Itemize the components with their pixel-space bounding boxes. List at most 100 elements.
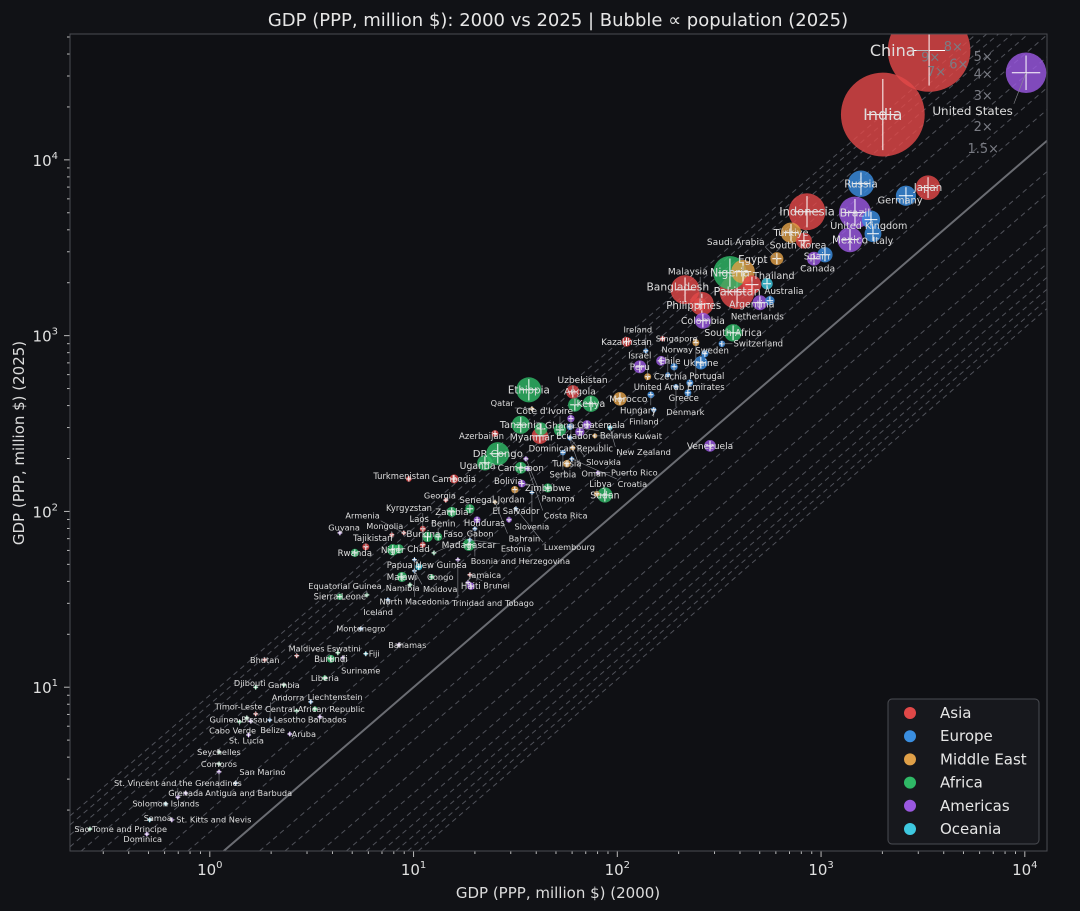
country-point	[486, 442, 510, 466]
country-label: Ireland	[623, 324, 652, 334]
country-label: Bahamas	[388, 640, 426, 650]
country-label: Luxembourg	[544, 542, 595, 552]
country-point	[363, 651, 369, 657]
country-label: Antigua and Barbuda	[205, 788, 292, 798]
bubbles	[87, 34, 1047, 837]
country-label: Niger	[381, 546, 405, 556]
country-label: Singapore	[656, 334, 698, 344]
country-label: Armenia	[345, 511, 379, 521]
country-point	[582, 420, 592, 430]
country-point	[861, 210, 881, 229]
country-label: Rwanda	[338, 549, 372, 559]
country-label: Turkmenistan	[372, 471, 429, 481]
country-label: Cambodia	[432, 475, 476, 485]
country-label: Chad	[407, 545, 430, 555]
country-point	[422, 531, 433, 543]
x-tick-label: 101	[401, 860, 426, 879]
country-point	[684, 389, 692, 397]
country-label: Georgia	[424, 491, 456, 501]
country-label: Dominican Republic	[529, 445, 614, 455]
country-label: Belarus	[600, 432, 633, 442]
country-label: Ethiopia	[508, 384, 550, 396]
country-label: Sao Tome and Principe	[74, 824, 167, 834]
country-point	[467, 582, 475, 590]
country-label: San Marino	[239, 767, 285, 777]
legend-marker	[904, 730, 916, 743]
country-label: Netherlands	[731, 312, 784, 322]
legend-label: Oceania	[940, 820, 1001, 838]
country-label: Guyana	[328, 523, 360, 533]
country-point	[216, 761, 222, 767]
country-point	[449, 474, 459, 484]
leader-line	[494, 501, 508, 534]
multiple-line	[80, 34, 1029, 851]
country-point	[396, 642, 402, 648]
country-label: Barbados	[308, 715, 347, 725]
country-point	[704, 440, 716, 452]
country-label: Bahrain	[509, 533, 541, 543]
country-label: Egypt	[738, 255, 767, 266]
country-point	[246, 732, 252, 738]
country-label: Czechia	[654, 372, 687, 382]
country-point	[253, 684, 259, 690]
country-label: Peru	[630, 363, 650, 373]
country-label: Tajikistan	[352, 534, 392, 544]
legend-label: Americas	[940, 797, 1010, 815]
country-label: Kenya	[577, 399, 606, 410]
country-label: Comoros	[201, 759, 237, 769]
country-label: Trinidad and Tobago	[451, 598, 534, 608]
country-point	[582, 395, 600, 412]
country-label: Italy	[873, 236, 894, 247]
country-label: Moldova	[423, 584, 457, 594]
legend-label: Africa	[940, 774, 983, 792]
country-label: Andorra	[272, 692, 305, 702]
multiple-label: 9×	[921, 51, 940, 66]
country-labels: India China United States Indonesia Pakistan…	[74, 41, 1013, 844]
country-label: Grenada	[168, 788, 203, 798]
country-point	[312, 706, 318, 712]
leader-line	[414, 570, 423, 585]
country-label: Portugal	[689, 372, 724, 382]
multiple-label: 3×	[974, 89, 993, 104]
country-label: Brazil	[840, 207, 871, 220]
country-label: Bangladesh	[646, 281, 709, 294]
leader-line	[469, 539, 500, 545]
country-label: Costa Rica	[544, 510, 588, 520]
country-label: Japan	[913, 183, 942, 194]
country-label: Croatia	[618, 479, 647, 489]
country-point	[915, 175, 941, 200]
country-point	[659, 336, 666, 342]
country-point	[396, 571, 407, 582]
multiple-line	[284, 193, 1047, 851]
country-label: Chile	[658, 357, 680, 367]
country-point	[724, 324, 742, 342]
country-point	[87, 826, 93, 832]
multiple-line	[417, 308, 1047, 851]
country-label: Greece	[669, 394, 699, 404]
country-label: Ukraine	[683, 359, 719, 369]
country-label: Ecuador	[556, 432, 592, 442]
country-point	[752, 295, 768, 311]
country-point	[613, 392, 627, 406]
country-point	[597, 487, 613, 503]
country-point	[516, 377, 542, 403]
country-label: Liechtenstein	[308, 692, 363, 702]
legend-label: Middle East	[940, 750, 1027, 768]
country-label: Kazakhstan	[601, 338, 652, 348]
multiple-label: 5×	[974, 50, 993, 65]
multiple-line	[365, 263, 1047, 851]
country-point	[358, 626, 364, 632]
country-label: Malaysia	[668, 268, 708, 278]
multiple-line	[346, 246, 1047, 851]
country-label: Tunisia	[551, 460, 581, 470]
country-label: Papua New Guinea	[387, 561, 467, 571]
country-point	[337, 530, 343, 536]
country-label: Brunei	[483, 581, 510, 591]
country-label: Cameroon	[498, 464, 544, 474]
country-label: Zimbabwe	[525, 484, 571, 494]
country-label: St. Vincent and the Grenadines	[114, 778, 242, 788]
country-label: Namibia	[386, 583, 420, 593]
country-label: Switzerland	[734, 340, 784, 350]
country-label: Slovenia	[514, 521, 549, 531]
country-label: Serbia	[550, 470, 577, 480]
